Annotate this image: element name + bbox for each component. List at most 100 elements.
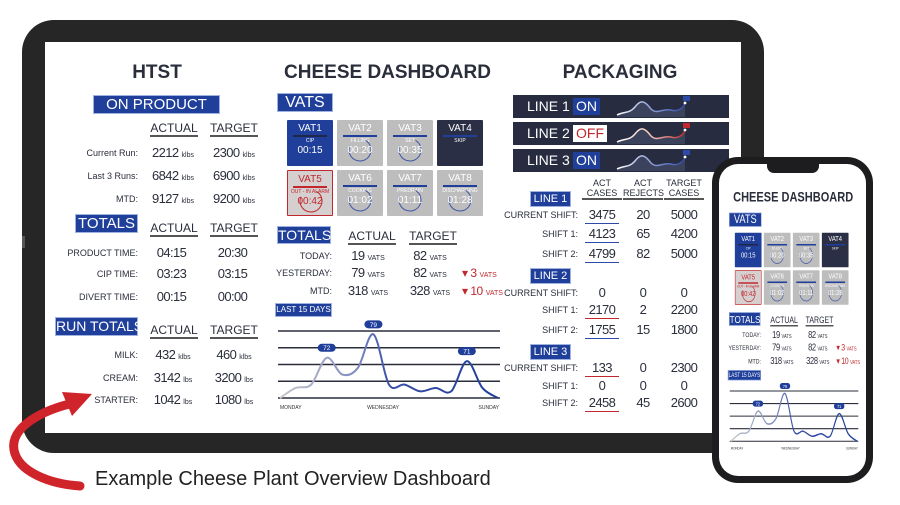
data-point (450, 391, 452, 393)
data-point (830, 436, 831, 437)
target-cases: 1800 (670, 322, 698, 337)
data-point (341, 374, 343, 376)
series-line (279, 333, 499, 399)
vat-status: SET (803, 246, 810, 251)
vat-timer: 01:02 (769, 289, 785, 298)
actual-number: 79 (772, 341, 780, 353)
column-header-actual: ACTUAL (150, 221, 198, 237)
line-status-bar[interactable]: LINE 2 OFF (513, 122, 729, 145)
vat-name: VAT6 (770, 272, 785, 281)
down-triangle-icon: ▾ (462, 284, 471, 298)
vat-tile-vat4[interactable]: VAT4 SKIP (437, 120, 483, 166)
column-header: TARGET CASES (664, 178, 704, 200)
vat-progress-ring-icon (398, 188, 422, 212)
totals-banner: TOTALS (729, 312, 761, 326)
actual-number: 79 (351, 265, 365, 280)
point-label-badge (779, 383, 791, 390)
line-table-banner: LINE 1 (530, 191, 571, 207)
actual-value: 79 VATS (342, 265, 394, 284)
totals-banner: TOTALS (277, 226, 332, 244)
vat-tile-vat7[interactable]: VAT7 PREDRAIN 01:11 (387, 170, 433, 216)
target-cases: 0 (680, 378, 688, 393)
target-cases: 4200 (670, 226, 698, 241)
actual-value: 432 klbs (145, 347, 201, 366)
vat-tile-vat5[interactable]: VAT5 OUT - IN ALARM 00:42 (287, 170, 333, 216)
target-number: 82 (808, 341, 816, 353)
cheese-dashboard-title: CHEESE DASHBOARD (733, 189, 854, 205)
unit-label: VATS (819, 360, 830, 366)
vat-tile-vat4[interactable]: VAT4 SKIP (821, 232, 849, 268)
actual-number: 04:15 (156, 245, 187, 260)
curved-arrow-icon (9, 392, 92, 491)
column-header-actual: ACTUAL (150, 323, 198, 339)
vat-status: CIP (305, 138, 315, 144)
line-status-bar[interactable]: LINE 1 ON (513, 95, 729, 118)
vat-tile-vat2[interactable]: VAT2 FILLING 00:20 (337, 120, 383, 166)
data-point (404, 384, 406, 386)
vat-tile-vat3[interactable]: VAT3 SET 00:35 (792, 232, 820, 268)
vat-status: DISCHARGING (824, 283, 846, 289)
target-value: 00:00 (206, 289, 262, 308)
target-value: 1080 lbs (206, 392, 262, 411)
vat-bar (796, 244, 817, 246)
shortfall-indicator: ▾ 10 VATS (462, 283, 503, 302)
vat-status: DISCHARGING (442, 188, 478, 194)
line-label: LINE 2 (527, 125, 570, 141)
point-label: 79 (783, 383, 788, 389)
unit-label: VATS (429, 255, 447, 262)
actual-cases: 1755 (585, 322, 619, 339)
point-label: 71 (837, 403, 842, 409)
vat-tile-vat6[interactable]: VAT6 COOKING 01:02 (337, 170, 383, 216)
actual-rejects: 65 (636, 226, 650, 241)
vat-tile-vat2[interactable]: VAT2 FILLING 00:20 (763, 232, 791, 268)
down-triangle-icon: ▾ (836, 355, 842, 367)
vat-tile-vat1[interactable]: VAT1 CIP 00:15 (287, 120, 333, 166)
vat-tile-vat8[interactable]: VAT8 DISCHARGING 01:28 (437, 170, 483, 216)
data-point (848, 433, 849, 434)
vat-status: COOKING (348, 188, 372, 194)
vat-bar (343, 135, 377, 137)
point-label-badge (752, 400, 764, 407)
target-cases: 5000 (670, 246, 698, 261)
x-tick-label: MONDAY (280, 405, 302, 411)
vat-name: VAT4 (828, 235, 843, 244)
target-number: 6900 (213, 168, 240, 183)
vat-tile-vat6[interactable]: VAT6 COOKING 01:02 (763, 270, 791, 305)
actual-number: 318 (770, 355, 782, 367)
vat-tile-vat8[interactable]: VAT8 DISCHARGING 01:28 (821, 270, 849, 305)
status-badge-off: OFF (573, 125, 607, 142)
actual-value: 03:23 (145, 266, 201, 285)
target-value: 9200 klbs (206, 191, 262, 210)
data-point (466, 360, 468, 362)
actual-number: 19 (351, 248, 365, 263)
data-point (310, 384, 312, 386)
actual-number: 318 (347, 283, 368, 298)
vat-tile-vat3[interactable]: VAT3 SET 00:35 (387, 120, 433, 166)
vat-timer: 00:20 (769, 251, 785, 260)
actual-value: 79 VATS (767, 342, 797, 356)
vat-status: SKIP (831, 246, 839, 251)
actual-value: 19 VATS (767, 329, 797, 343)
cheese-dashboard-title: CHEESE DASHBOARD (284, 62, 491, 83)
unit-label: klbs (242, 152, 255, 159)
target-number: 2300 (213, 145, 240, 160)
target-value: 20:30 (206, 245, 262, 264)
vat-name: VAT8 (448, 173, 472, 184)
line-status-bar[interactable]: LINE 3 ON (513, 149, 729, 172)
unit-label: klbs (178, 354, 191, 361)
vat-tile-vat5[interactable]: VAT5 OUT - IN ALARM 00:42 (734, 270, 762, 305)
flag-icon (683, 150, 690, 155)
target-number: 82 (413, 265, 427, 280)
data-point (803, 431, 804, 432)
vat-name: VAT4 (448, 123, 472, 134)
unit-label: VATS (367, 272, 385, 279)
vat-progress-ring-icon (799, 246, 813, 264)
header-line-1: TARGET (666, 178, 702, 188)
vat-tile-vat7[interactable]: VAT7 PREDRAIN 01:11 (792, 270, 820, 305)
point-label-badge (317, 343, 336, 352)
actual-number: 9127 (152, 191, 179, 206)
vat-tile-vat1[interactable]: VAT1 CIP 00:15 (734, 232, 762, 268)
target-value: 3200 lbs (206, 370, 262, 389)
vat-bar (443, 185, 477, 187)
vat-progress-ring-icon (742, 284, 756, 303)
